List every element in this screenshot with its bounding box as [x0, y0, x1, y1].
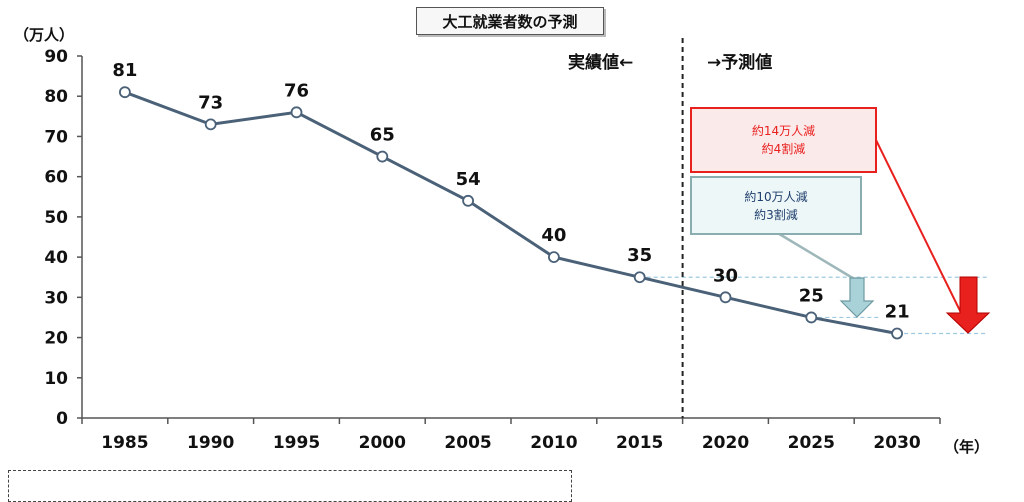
teal-connector-line [775, 230, 857, 282]
y-axis-unit-label: （万人） [14, 26, 75, 44]
data-label: 81 [112, 60, 137, 81]
data-point [119, 86, 131, 99]
data-point [719, 291, 732, 304]
decrease-callout-small: 約10万人減 約3割減 [690, 176, 862, 235]
data-label: 65 [370, 125, 395, 146]
x-tick-labels: 1985 1990 1995 2000 2005 2010 2015 2020 2025 2030 [101, 433, 921, 453]
data-label: 35 [627, 245, 652, 266]
callout-teal-line2: 約3割減 [754, 207, 798, 222]
data-point [805, 311, 818, 324]
data-label: 21 [885, 302, 910, 323]
data-label: 73 [198, 92, 223, 113]
x-tick-label: 2020 [702, 433, 749, 453]
y-tick-label: 0 [56, 409, 68, 429]
y-tick-label: 20 [44, 329, 68, 349]
data-label: 40 [541, 225, 566, 246]
x-tick-label: 2025 [788, 433, 835, 453]
data-points [119, 86, 903, 340]
decrease-callout-large: 約14万人減 約4割減 [690, 107, 877, 173]
x-tick-label: 2010 [530, 433, 577, 453]
data-label: 25 [799, 285, 824, 306]
data-point [891, 327, 903, 340]
forecast-values-label: →予測値 [707, 53, 773, 73]
data-point [290, 106, 303, 119]
note-box [8, 470, 572, 502]
y-tick-label: 70 [44, 127, 68, 147]
actual-values-label: 実績値← [568, 53, 634, 73]
callout-teal-line1: 約10万人減 [744, 189, 808, 204]
x-axis-unit-label: （年） [944, 438, 990, 456]
chart-title: 大工就業者数の予測 [416, 7, 604, 35]
y-tick-labels: 0 10 20 30 40 50 60 70 80 90 [44, 47, 68, 429]
teal-down-arrow [839, 277, 875, 318]
x-tick-label: 1995 [273, 433, 320, 453]
data-label: 54 [456, 169, 481, 190]
x-tick-label: 2030 [873, 433, 920, 453]
reference-lines [639, 276, 988, 335]
y-tick-label: 30 [44, 288, 68, 308]
y-tick-label: 60 [44, 168, 68, 188]
data-point [462, 194, 475, 207]
data-labels: 81 73 76 65 54 40 35 30 25 21 [112, 60, 909, 322]
y-tick-label: 10 [44, 369, 68, 389]
callout-arrows [775, 139, 991, 334]
y-tick-label: 90 [44, 47, 68, 67]
y-tick-label: 40 [44, 248, 68, 268]
callout-red-line1: 約14万人減 [751, 124, 816, 138]
data-point [633, 271, 646, 284]
x-tick-label: 1985 [101, 433, 148, 453]
data-point [548, 251, 560, 264]
x-tick-label: 2015 [616, 433, 663, 453]
y-tick-label: 80 [44, 87, 68, 107]
red-connector-line [875, 139, 969, 328]
red-down-arrow [945, 276, 991, 334]
chart-axes [77, 55, 941, 424]
data-point [204, 118, 217, 131]
x-tick-label: 1990 [187, 433, 234, 453]
callout-red-line2: 約4割減 [761, 142, 806, 156]
data-label: 76 [284, 80, 309, 101]
data-label: 30 [713, 265, 738, 286]
series-line [124, 90, 898, 336]
data-point [376, 150, 389, 163]
x-tick-label: 2000 [359, 433, 406, 453]
y-tick-label: 50 [44, 208, 68, 228]
x-tick-label: 2005 [444, 433, 491, 453]
